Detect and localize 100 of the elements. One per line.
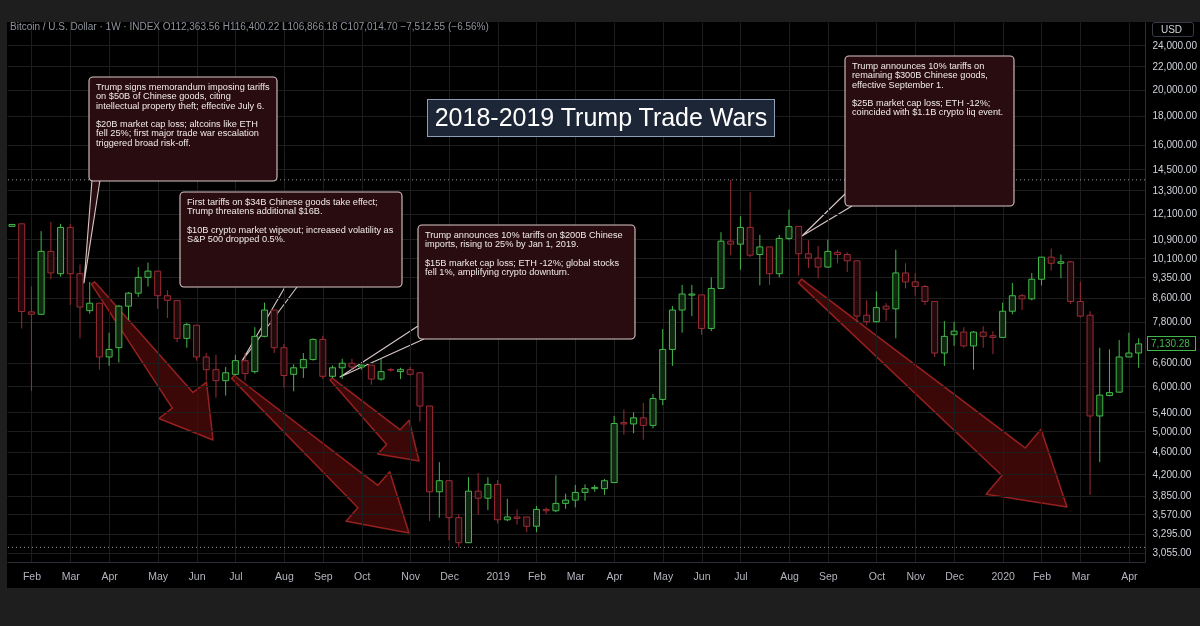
x-tick-label: Nov xyxy=(401,569,421,582)
candlestick xyxy=(979,325,987,349)
candlestick xyxy=(513,508,521,526)
candlestick xyxy=(1047,248,1055,272)
y-tick-label: 10,100.00 xyxy=(1152,252,1198,264)
y-tick-label: 10,900.00 xyxy=(1152,233,1198,245)
candlestick xyxy=(338,358,346,380)
x-tick-label: Nov xyxy=(906,569,926,582)
y-tick-label: 24,000.00 xyxy=(1152,39,1198,51)
y-tick-label: 7,800.00 xyxy=(1152,316,1192,328)
candlestick xyxy=(970,330,978,371)
candlestick xyxy=(290,363,298,392)
y-tick-label: 9,350.00 xyxy=(1152,271,1192,283)
candlestick xyxy=(989,330,997,355)
candlestick xyxy=(688,284,696,317)
y-tick-label: 18,000.00 xyxy=(1152,110,1198,122)
candlestick xyxy=(581,483,589,502)
candlestick xyxy=(863,299,871,326)
candlestick xyxy=(940,320,948,367)
candlestick xyxy=(785,209,793,241)
y-tick-label: 5,400.00 xyxy=(1152,406,1192,418)
candlestick xyxy=(1105,348,1113,397)
x-tick-label: May xyxy=(653,569,674,582)
y-tick-label: 5,000.00 xyxy=(1152,425,1192,437)
candlestick xyxy=(348,358,356,371)
candlestick xyxy=(299,352,307,379)
x-tick-label: Mar xyxy=(566,569,586,582)
candlestick xyxy=(872,290,880,323)
candlestick xyxy=(144,262,152,288)
candlestick xyxy=(1018,293,1026,311)
y-tick-label: 14,500.00 xyxy=(1152,163,1198,175)
candlestick xyxy=(105,332,113,367)
candlestick xyxy=(552,474,560,513)
x-tick-label: Mar xyxy=(61,569,81,582)
candlestick xyxy=(47,221,55,280)
candlestick xyxy=(814,245,822,279)
x-tick-label: Oct xyxy=(868,569,886,582)
y-tick-label: 6,600.00 xyxy=(1152,357,1192,369)
y-axis-title: USD xyxy=(1160,23,1183,35)
x-tick-label: Jul xyxy=(734,569,748,582)
candlestick xyxy=(241,352,249,382)
candlestick xyxy=(960,326,968,349)
y-tick-label: 3,055.00 xyxy=(1152,547,1192,559)
x-tick-label: Jul xyxy=(229,569,243,582)
candlestick xyxy=(1028,272,1036,301)
x-tick-label: Apr xyxy=(101,569,119,582)
y-tick-label: 22,000.00 xyxy=(1152,60,1198,72)
candlestick xyxy=(474,472,482,516)
candlestick xyxy=(202,352,210,382)
candlestick xyxy=(231,354,239,377)
candlestick xyxy=(125,291,133,321)
candlestick xyxy=(882,302,890,322)
candlestick xyxy=(435,461,443,519)
candlestick xyxy=(1135,337,1143,369)
y-tick-label: 3,570.00 xyxy=(1152,508,1192,520)
candlestick xyxy=(183,322,191,349)
x-tick-label: Dec xyxy=(440,569,459,582)
candlestick xyxy=(804,239,812,269)
x-tick-label: Jun xyxy=(693,569,711,582)
annotation: Trump announces 10% tariffs on $200B Chinese imports, rising to 25% by Jan 1, 2019. $15B market cap loss; ETH -12%; global stocks fell 1%, amplifying crypto downturn. xyxy=(425,230,624,278)
y-tick-label: 3,295.00 xyxy=(1152,528,1192,540)
x-tick-label: Feb xyxy=(1032,569,1052,582)
y-tick-label: 20,000.00 xyxy=(1152,84,1198,96)
candlestick xyxy=(367,364,375,386)
y-tick-label: 4,200.00 xyxy=(1152,468,1192,480)
candlestick xyxy=(1076,281,1084,318)
x-tick-label: Feb xyxy=(527,569,547,582)
x-tick-label: 2020 xyxy=(991,569,1015,582)
candlestick xyxy=(1096,347,1104,463)
candlestick xyxy=(911,272,919,297)
x-tick-label: Apr xyxy=(606,569,624,582)
x-tick-label: 2019 xyxy=(486,569,510,582)
x-tick-label: Sep xyxy=(818,569,838,582)
candlestick xyxy=(824,239,832,269)
x-tick-label: Sep xyxy=(313,569,333,582)
x-tick-label: Mar xyxy=(1071,569,1091,582)
candlestick xyxy=(163,289,171,319)
candlestick xyxy=(1008,282,1016,315)
candlestick xyxy=(620,409,628,436)
candlestick xyxy=(1037,256,1045,286)
x-tick-label: Apr xyxy=(1121,569,1139,582)
annotation: Trump announces 10% tariffs on remaining $300B Chinese goods, effective September 1. $25B market cap loss; ETH -12%; coincided with $1.1B crypto liq event. xyxy=(852,61,1005,118)
candlestick xyxy=(756,234,764,286)
y-tick-label: 12,100.00 xyxy=(1152,208,1198,220)
y-tick-label: 8,600.00 xyxy=(1152,292,1192,304)
candlestick xyxy=(1057,253,1065,279)
candlestick xyxy=(921,284,929,306)
candlestick xyxy=(950,321,958,347)
y-tick-label: 4,600.00 xyxy=(1152,446,1192,458)
candlestick xyxy=(377,358,385,382)
x-tick-label: Oct xyxy=(353,569,371,582)
candlestick xyxy=(630,411,638,434)
x-tick-label: May xyxy=(148,569,169,582)
x-tick-label: Feb xyxy=(22,569,42,582)
candlestick xyxy=(639,402,647,441)
candlestick xyxy=(503,498,511,522)
annotation: First tariffs on $34B Chinese goods take effect; Trump threatens additional $16B. $10B crypto market wipeout; increased volatility as S&P 500 dropped 0.5%. xyxy=(187,197,395,245)
candlestick xyxy=(736,215,744,271)
candlestick xyxy=(86,281,94,315)
candlestick xyxy=(222,366,230,397)
